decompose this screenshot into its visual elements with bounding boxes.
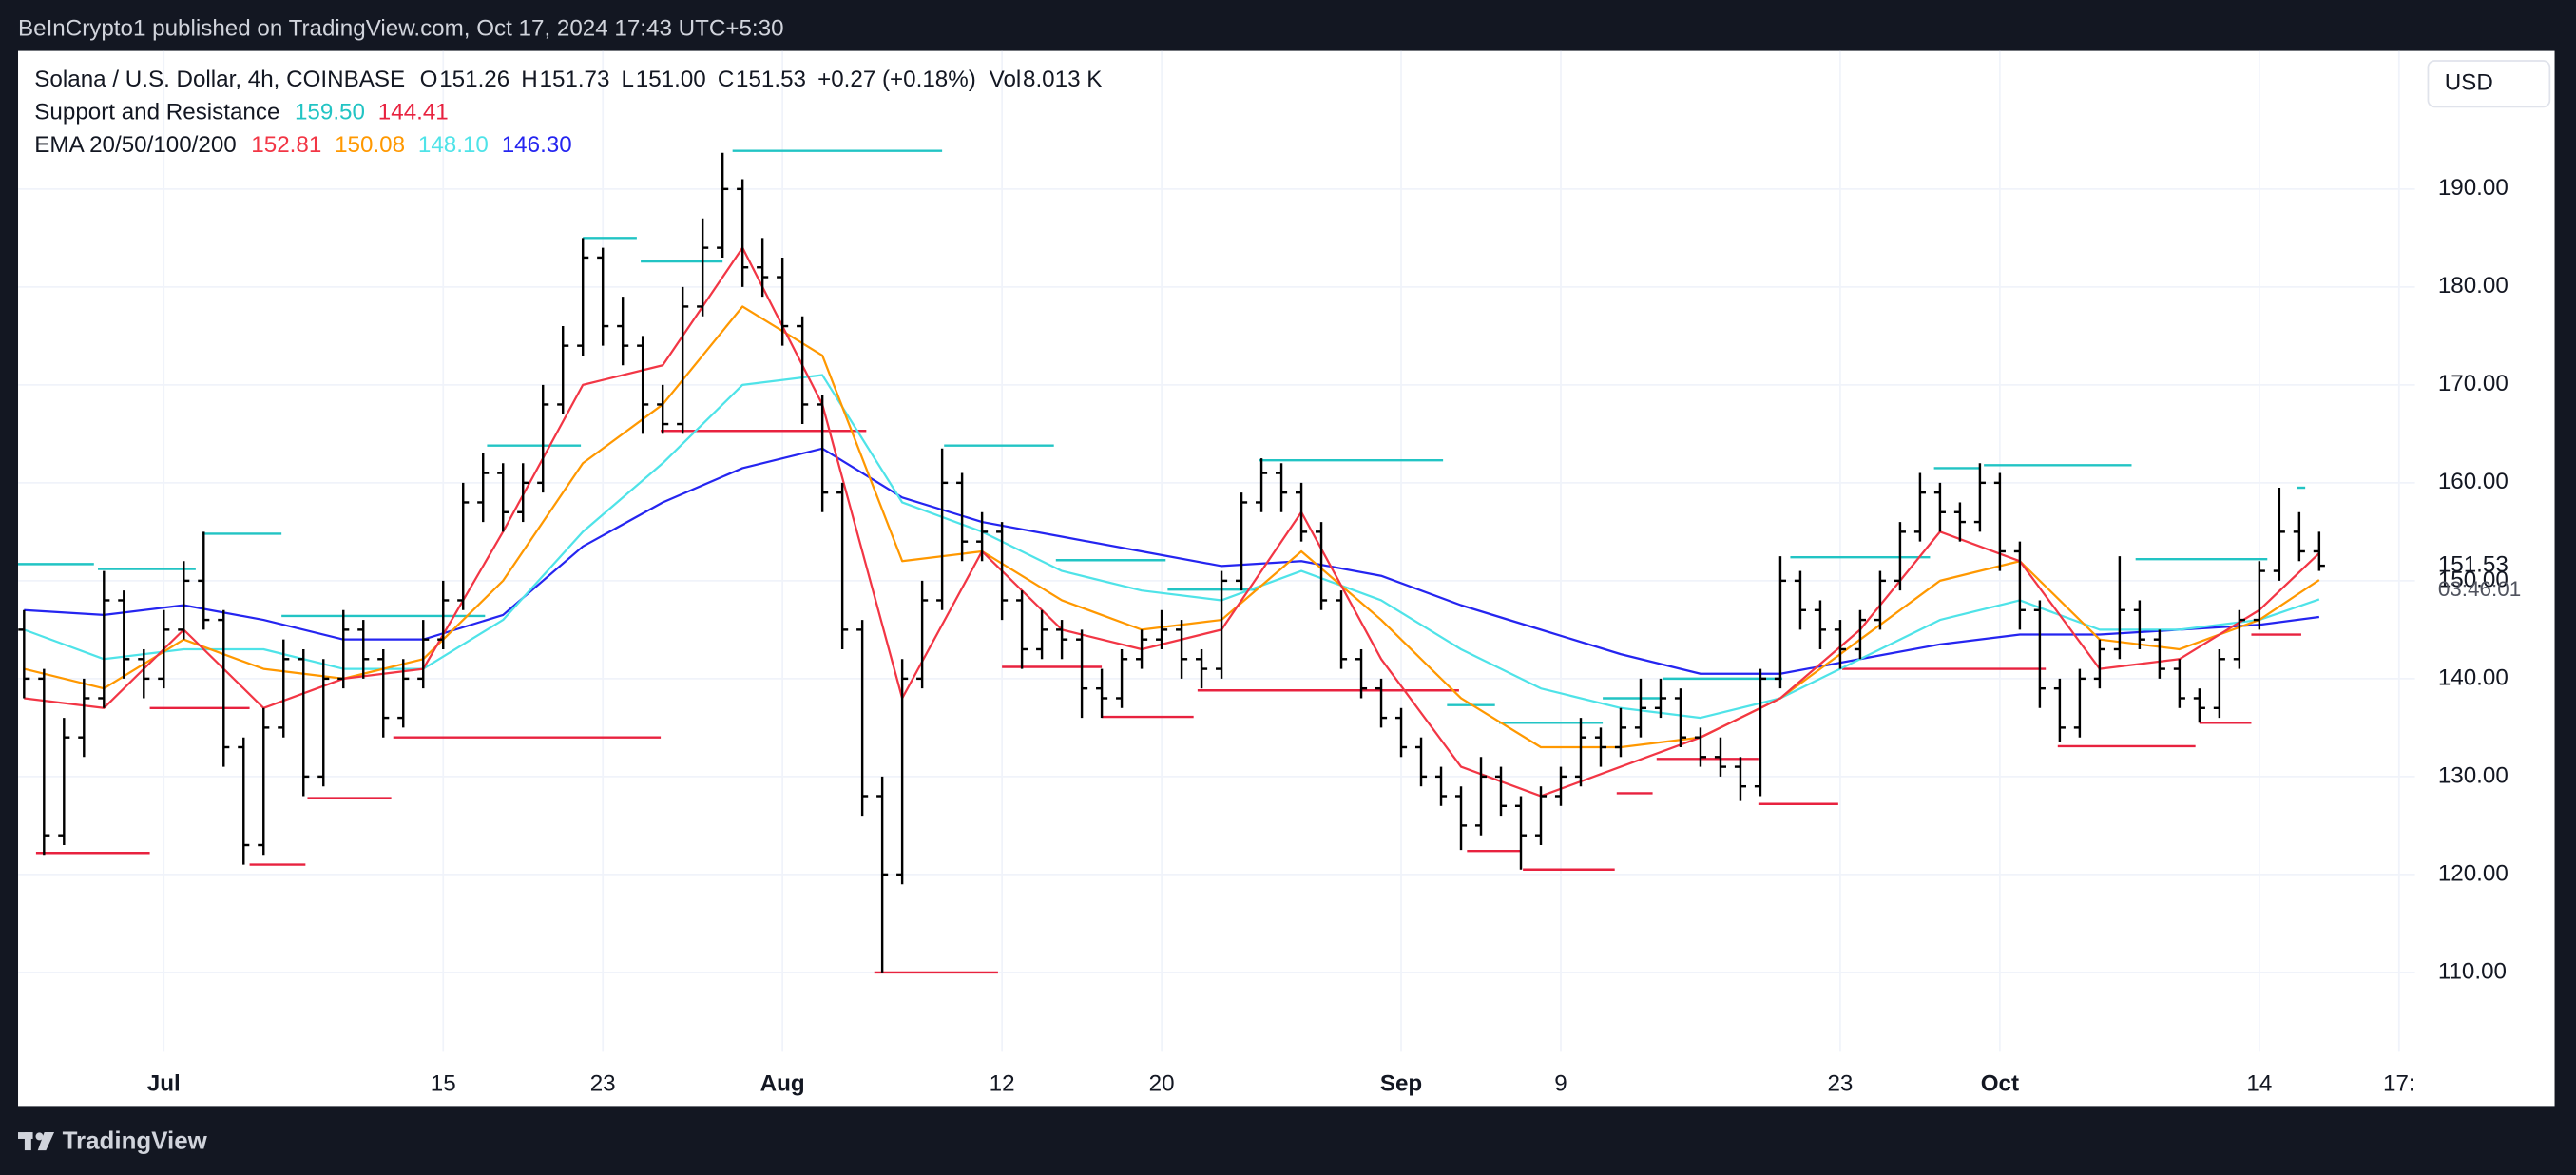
- x-tick-label: 14: [2246, 1070, 2272, 1096]
- legend-text: 151.53: [736, 67, 806, 92]
- chart-pane: [18, 50, 2555, 1107]
- currency-button[interactable]: [2427, 60, 2551, 108]
- bar-countdown: 03:46:01: [2438, 577, 2521, 601]
- x-tick-label: 15: [431, 1070, 456, 1096]
- currency-label[interactable]: USD: [2445, 70, 2493, 96]
- y-tick-label: 180.00: [2438, 273, 2509, 299]
- legend-text: H: [521, 67, 537, 92]
- legend-text: 151.00: [636, 67, 706, 92]
- legend-text: 159.50: [295, 100, 365, 125]
- y-tick-label: 160.00: [2438, 469, 2509, 494]
- x-tick-label: 12: [990, 1070, 1015, 1096]
- y-tick-label: 130.00: [2438, 762, 2509, 788]
- legend-text: O: [420, 67, 438, 92]
- x-tick-label: 20: [1149, 1070, 1175, 1096]
- x-tick-label: Sep: [1380, 1070, 1422, 1096]
- legend-text: +0.27 (+0.18%): [817, 67, 976, 92]
- y-tick-label: 170.00: [2438, 371, 2509, 396]
- x-tick-label: 9: [1554, 1070, 1567, 1096]
- legend-text: 144.41: [378, 100, 449, 125]
- legend-text: C: [718, 67, 734, 92]
- ema-line: [24, 447, 2319, 675]
- legend-text: Vol: [990, 67, 1022, 92]
- legend-text: L: [622, 67, 634, 92]
- x-tick-label: 23: [590, 1070, 616, 1096]
- y-tick-label: 110.00: [2438, 958, 2507, 984]
- x-tick-label: Oct: [1981, 1070, 2019, 1096]
- legend-text: EMA 20/50/100/200: [34, 132, 236, 158]
- legend-text: Support and Resistance: [34, 100, 279, 125]
- legend-text: 151.73: [539, 67, 609, 92]
- x-tick-label: Aug: [760, 1070, 805, 1096]
- legend-text: 8.013 K: [1023, 67, 1102, 92]
- price-bars: [18, 152, 2325, 973]
- y-tick-label: 190.00: [2438, 175, 2509, 201]
- legend-text: Solana / U.S. Dollar, 4h, COINBASE: [34, 67, 405, 92]
- brand-name: TradingView: [63, 1127, 208, 1154]
- legend-text: 148.10: [418, 132, 489, 158]
- legend-text: 152.81: [251, 132, 321, 158]
- brand-logo: [18, 1132, 55, 1151]
- legend-text: 150.08: [335, 132, 405, 158]
- y-tick-label: 120.00: [2438, 860, 2509, 886]
- legend-text: 146.30: [502, 132, 572, 158]
- x-tick-label: Jul: [147, 1070, 181, 1096]
- x-tick-label: 17:: [2383, 1070, 2415, 1096]
- publish-header: BeInCrypto1 published on TradingView.com…: [18, 16, 784, 42]
- x-tick-label: 23: [1827, 1070, 1853, 1096]
- last-price-label: 151.53: [2438, 552, 2509, 578]
- ema-line: [23, 374, 2320, 720]
- legend-text: 151.26: [439, 67, 509, 92]
- y-tick-label: 150.00: [2438, 567, 2509, 592]
- y-tick-label: 140.00: [2438, 665, 2509, 690]
